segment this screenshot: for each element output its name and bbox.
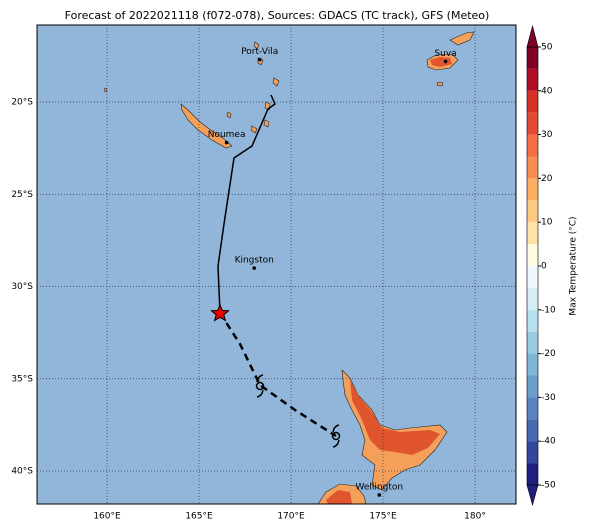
colorbar-bin <box>527 90 538 113</box>
lon-tick-label: 160°E <box>93 512 121 522</box>
colorbar-bin <box>527 112 538 135</box>
colorbar-bin <box>527 178 538 201</box>
colorbar-bin <box>527 47 538 69</box>
colorbar-bin <box>527 397 538 420</box>
place-label: Wellington <box>356 482 404 492</box>
place-label: Suva <box>434 49 456 59</box>
axes: 160°E 165°E 170°E 175°E 180° 20°S 25°S 30°S 35°S… <box>11 98 486 522</box>
colorbar-tick-label: -30 <box>541 393 556 403</box>
lat-tick-label: 25°S <box>11 190 33 200</box>
place-dot <box>377 493 382 497</box>
colorbar-extend-bottom <box>526 484 539 507</box>
colorbar-extend-top <box>526 24 539 48</box>
colorbar-tick-label: 0 <box>541 262 547 272</box>
colorbar-bin <box>527 309 538 332</box>
current-position <box>210 303 230 322</box>
lon-tick-label: 180° <box>464 512 486 522</box>
place-dot <box>224 140 229 145</box>
track-observed <box>217 94 276 314</box>
graticule <box>37 25 516 504</box>
place-dot <box>443 59 448 64</box>
colorbar-bin <box>527 441 538 464</box>
lat-tick-label: 35°S <box>11 374 33 384</box>
colorbar-tick-label: 20 <box>541 174 553 184</box>
colorbar-label: Max Temperature (°C) <box>569 216 579 315</box>
places: Port-Vila Suva Noumea Kingston Wellington <box>208 47 457 497</box>
place-label: Noumea <box>208 130 246 140</box>
colorbar-bin <box>527 331 538 354</box>
map-frame <box>36 24 517 505</box>
storm-symbols <box>255 374 341 448</box>
ocean <box>37 25 516 504</box>
colorbar-tick-label: 30 <box>541 130 553 140</box>
lon-tick-label: 170°E <box>277 512 305 522</box>
colorbar-tick-label: 50 <box>541 43 553 53</box>
place-dot <box>252 266 256 270</box>
colorbar-bin <box>527 156 538 179</box>
colorbar-bin <box>527 200 538 223</box>
lon-tick-label: 175°E <box>369 512 397 522</box>
colorbar-bin <box>527 463 538 485</box>
place-label: Port-Vila <box>241 47 278 57</box>
colorbar-tick-label: -20 <box>541 349 556 359</box>
colorbar-tick-label: -40 <box>541 437 556 447</box>
colorbar-tick-label: -50 <box>541 481 556 491</box>
land <box>103 31 475 504</box>
map-area: Port-Vila Suva Noumea Kingston Wellington <box>37 25 516 504</box>
colorbar-tick-label: -10 <box>541 305 556 315</box>
colorbar-bin <box>527 244 538 266</box>
place-label: Kingston <box>235 256 274 266</box>
lat-tick-label: 20°S <box>11 98 33 108</box>
colorbar-bin <box>527 375 538 398</box>
lat-tick-label: 40°S <box>11 467 33 477</box>
lon-tick-label: 165°E <box>185 512 213 522</box>
colorbar-bin <box>527 287 538 310</box>
colorbar-bin <box>527 419 538 442</box>
cyclone-track <box>210 94 341 448</box>
place-dot <box>257 57 262 62</box>
lat-tick-label: 30°S <box>11 282 33 292</box>
map-title: Forecast of 2022021118 (f072-078), Sourc… <box>65 9 490 22</box>
track-forecast <box>218 312 337 438</box>
colorbar-bin <box>527 134 538 157</box>
colorbar-bin <box>527 353 538 376</box>
colorbar-bin <box>527 266 538 288</box>
colorbar-tick-label: 10 <box>541 218 553 228</box>
colorbar: 50 40 30 20 10 0 -10 -20 -30 -40 -50 <box>526 24 556 507</box>
colorbar-tick-label: 40 <box>541 86 553 96</box>
colorbar-bin <box>527 68 538 91</box>
colorbar-bin <box>527 222 538 245</box>
